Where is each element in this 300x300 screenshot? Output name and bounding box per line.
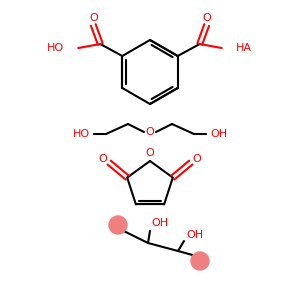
Text: OH: OH — [186, 230, 203, 240]
Text: HO: HO — [73, 129, 90, 139]
Text: OH: OH — [210, 129, 227, 139]
Text: HA: HA — [236, 43, 252, 53]
Text: O: O — [146, 127, 154, 137]
Text: HO: HO — [47, 43, 64, 53]
Circle shape — [191, 252, 209, 270]
Text: O: O — [146, 148, 154, 158]
Text: O: O — [89, 13, 98, 23]
Text: O: O — [202, 13, 211, 23]
Text: O: O — [99, 154, 107, 164]
Circle shape — [109, 216, 127, 234]
Text: OH: OH — [151, 218, 168, 228]
Text: O: O — [193, 154, 201, 164]
